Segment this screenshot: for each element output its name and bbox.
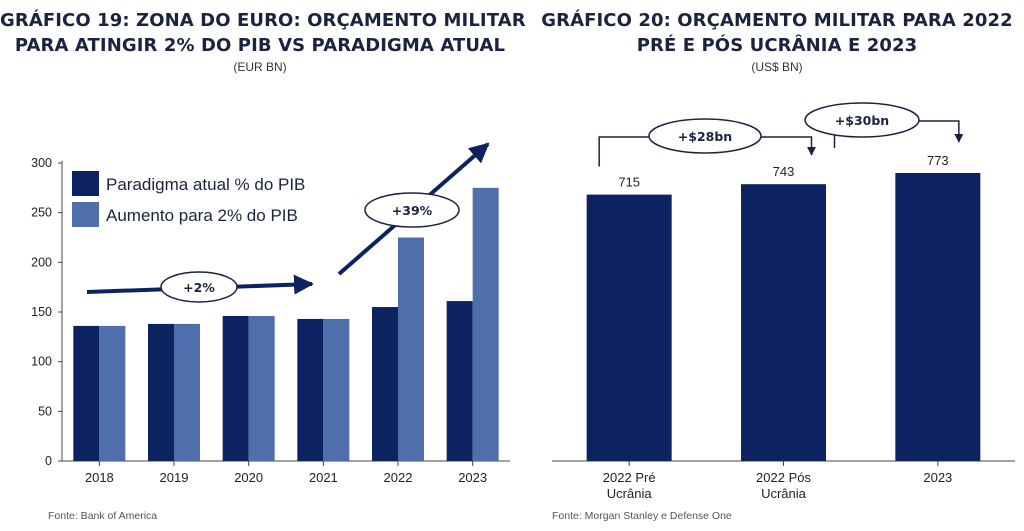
legend-swatch — [72, 202, 99, 227]
chart-subtitle: (EUR BN) — [233, 60, 287, 74]
chart-subtitle: (US$ BN) — [751, 60, 803, 74]
bar-paradigma-2023 — [446, 301, 473, 461]
chart-title: GRÁFICO 20: ORÇAMENTO MILITAR PARA 2022 … — [530, 8, 1024, 58]
x-tick-label: 2019 — [160, 470, 189, 485]
bar-aumento-2021 — [323, 318, 350, 461]
y-tick-label: 50 — [38, 404, 52, 418]
data-label: 743 — [773, 164, 795, 179]
x-tick-label: 2020 — [234, 470, 263, 485]
y-tick-label: 0 — [45, 454, 52, 468]
y-tick-label: 150 — [31, 305, 52, 319]
annotation-label: +2% — [183, 280, 215, 295]
chart-source: Fonte: Bank of America — [48, 510, 158, 522]
bar-2 — [895, 173, 981, 461]
chart-title-line-2: PRÉ E PÓS UCRÂNIA E 2023 — [636, 35, 918, 56]
bar-aumento-2020 — [248, 315, 275, 461]
bar-paradigma-2022 — [372, 307, 398, 461]
bar-0 — [586, 194, 672, 461]
bar-paradigma-2020 — [222, 315, 249, 461]
legend-label: Paradigma atual % do PIB — [106, 175, 305, 194]
annotation-label: +39% — [392, 203, 433, 218]
bar-aumento-2019 — [174, 323, 200, 461]
x-tick-label: Ucrânia — [607, 486, 653, 501]
y-tick-label: 200 — [31, 255, 52, 269]
chart-panel-military-budget: GRÁFICO 20: ORÇAMENTO MILITAR PARA 2022 … — [530, 0, 1024, 531]
chart-title-line-2: PARA ATINGIR 2% DO PIB VS PARADIGMA ATUA… — [14, 35, 506, 56]
legend-swatch — [72, 171, 99, 196]
annotation-label: +$30bn — [835, 113, 889, 128]
annotation-label: +$28bn — [678, 129, 732, 144]
data-label: 773 — [927, 153, 949, 168]
annotation-bubble — [804, 102, 920, 138]
legend-label: Aumento para 2% do PIB — [106, 206, 298, 225]
bar-aumento-2022 — [398, 237, 424, 461]
x-tick-label: 2022 Pós — [756, 470, 811, 485]
annotation-bubble — [648, 118, 762, 154]
chart-title-line-1: GRÁFICO 19: ZONA DO EURO: ORÇAMENTO MILI… — [0, 10, 526, 31]
data-label: 715 — [618, 175, 640, 190]
bar-aumento-2023 — [472, 187, 499, 462]
bar-aumento-2018 — [99, 325, 126, 461]
bar-paradigma-2018 — [73, 325, 100, 461]
annotation-bubble — [364, 192, 460, 228]
x-tick-label: Ucrânia — [761, 486, 807, 501]
x-tick-label: 2021 — [309, 470, 338, 485]
chart-title: GRÁFICO 19: ZONA DO EURO: ORÇAMENTO MILI… — [0, 8, 526, 58]
bar-paradigma-2021 — [297, 318, 324, 461]
annotation-bubble — [160, 271, 238, 303]
x-tick-label: 2022 Pré — [603, 470, 656, 485]
bar-paradigma-2019 — [148, 323, 174, 461]
y-tick-label: 300 — [31, 156, 52, 170]
x-tick-label: 2018 — [85, 470, 114, 485]
chart-panel-euro-zone: GRÁFICO 19: ZONA DO EURO: ORÇAMENTO MILI… — [0, 8, 526, 522]
x-tick-label: 2023 — [923, 470, 952, 485]
y-tick-label: 100 — [31, 355, 52, 369]
x-tick-label: 2022 — [384, 470, 413, 485]
x-tick-label: 2023 — [458, 470, 487, 485]
chart-title-line-1: GRÁFICO 20: ORÇAMENTO MILITAR PARA 2022 — [541, 10, 1013, 31]
chart-source: Fonte: Morgan Stanley e Defense One — [552, 510, 732, 522]
y-tick-label: 250 — [31, 206, 52, 220]
bar-chart-euro-zone: 0 50 100 150 200 250 300 2018 2019 2020 2021 2022 20… — [31, 142, 510, 485]
bar-1 — [741, 184, 826, 461]
